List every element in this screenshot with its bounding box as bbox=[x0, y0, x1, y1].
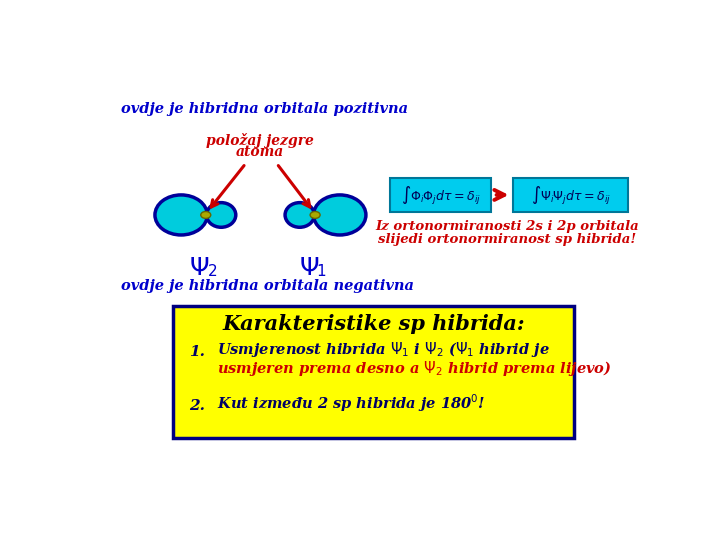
Text: slijedi ortonormiranost sp hibrida!: slijedi ortonormiranost sp hibrida! bbox=[379, 233, 636, 246]
Text: 1.: 1. bbox=[189, 345, 204, 359]
Text: ovdje je hibridna orbitala pozitivna: ovdje je hibridna orbitala pozitivna bbox=[121, 102, 408, 116]
Text: $\int\Phi_i\Phi_j d\tau = \delta_{ij}$: $\int\Phi_i\Phi_j d\tau = \delta_{ij}$ bbox=[400, 185, 481, 207]
Text: ovdje je hibridna orbitala negativna: ovdje je hibridna orbitala negativna bbox=[121, 279, 414, 293]
Text: Iz ortonormiranosti 2s i 2p orbitala: Iz ortonormiranosti 2s i 2p orbitala bbox=[376, 220, 639, 233]
Ellipse shape bbox=[201, 212, 211, 218]
Text: usmjeren prema desno a $\Psi_2$ hibrid prema lijevo): usmjeren prema desno a $\Psi_2$ hibrid p… bbox=[217, 360, 612, 379]
Text: $2$: $2$ bbox=[207, 264, 217, 280]
Ellipse shape bbox=[314, 195, 366, 235]
Text: Karakteristike sp hibrida:: Karakteristike sp hibrida: bbox=[222, 314, 525, 334]
Ellipse shape bbox=[207, 202, 235, 227]
Text: atoma: atoma bbox=[235, 145, 284, 159]
Text: $1$: $1$ bbox=[316, 264, 326, 280]
Text: $\Psi$: $\Psi$ bbox=[189, 256, 210, 280]
Text: Kut između 2 sp hibrida je 180$^0$!: Kut između 2 sp hibrida je 180$^0$! bbox=[217, 393, 486, 415]
FancyBboxPatch shape bbox=[390, 178, 492, 212]
Ellipse shape bbox=[285, 202, 315, 227]
Ellipse shape bbox=[155, 195, 207, 235]
Text: $\Psi$: $\Psi$ bbox=[299, 256, 319, 280]
Text: 2.: 2. bbox=[189, 399, 204, 413]
Text: $\int\Psi_i\Psi_j d\tau = \delta_{ij}$: $\int\Psi_i\Psi_j d\tau = \delta_{ij}$ bbox=[531, 185, 611, 207]
Ellipse shape bbox=[310, 212, 320, 218]
FancyBboxPatch shape bbox=[174, 306, 574, 438]
Text: položaj jezgre: položaj jezgre bbox=[206, 132, 314, 147]
FancyBboxPatch shape bbox=[513, 178, 629, 212]
Text: Usmjerenost hibrida $\Psi_1$ i $\Psi_2$ ($\Psi_1$ hibrid je: Usmjerenost hibrida $\Psi_1$ i $\Psi_2$ … bbox=[217, 340, 550, 359]
